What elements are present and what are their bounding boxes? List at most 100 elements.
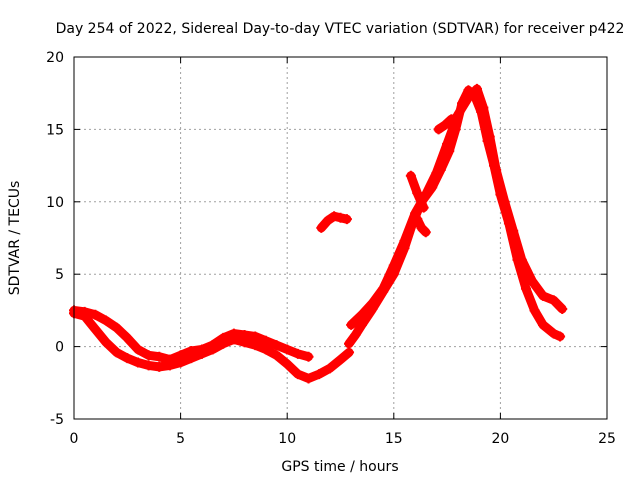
data-point [196,344,207,355]
y-tick-label: 15 [46,122,64,138]
data-point [100,315,111,326]
data-point [314,369,325,380]
data-point [324,363,335,374]
x-tick-label: 5 [176,431,185,447]
data-point [346,319,357,330]
x-tick-label: 20 [491,431,509,447]
data-point [548,328,559,339]
data-point [271,340,282,351]
series-track-c [316,211,352,233]
data-point [154,351,165,362]
data-point [439,120,450,131]
x-tick-label: 25 [598,431,616,447]
x-tick-label: 10 [278,431,296,447]
series-track-b [69,305,314,365]
data-series [69,83,568,384]
data-point [471,83,482,94]
y-tick-label: 0 [55,340,64,356]
data-point [122,353,133,364]
data-point [239,330,250,341]
data-point [367,298,378,309]
data-point [164,354,175,365]
data-point [412,188,423,199]
data-point [399,235,410,246]
data-point [529,305,540,316]
data-point [516,254,527,265]
series-track-g [412,214,431,238]
data-point [329,211,340,222]
data-point [478,102,489,113]
data-point [431,167,442,178]
data-point [520,283,531,294]
data-point [452,109,463,120]
data-point [292,369,303,380]
series-track-f [405,170,429,213]
data-point [282,358,293,369]
data-point [260,344,271,355]
x-tick-label: 0 [70,431,79,447]
data-point [250,340,261,351]
data-point [491,164,502,175]
y-axis-label: SDTVAR / TECUs [7,181,23,296]
data-point [555,331,566,342]
data-point [154,361,165,372]
data-point [228,328,239,339]
data-point [463,92,474,103]
data-point [90,309,101,320]
data-point [143,360,154,371]
x-axis-label: GPS time / hours [281,459,398,475]
data-point [335,354,346,365]
data-point [527,276,538,287]
data-point [250,331,261,342]
data-point [303,351,314,362]
data-point [538,319,549,330]
data-point [548,295,559,306]
data-point [356,319,367,330]
y-tick-label: 20 [46,50,64,66]
data-point [132,344,143,355]
data-point [356,309,367,320]
data-point [484,131,495,142]
series-track-h [433,114,457,135]
data-point [420,227,431,238]
data-point [344,347,355,358]
data-point [378,283,389,294]
data-point [207,340,218,351]
series-track-e [346,83,568,330]
data-point [557,303,568,314]
data-point [388,260,399,271]
chart-title: Day 254 of 2022, Sidereal Day-to-day VTE… [56,21,625,37]
data-point [260,335,271,346]
data-point [186,345,197,356]
data-point [344,338,355,349]
data-point [303,373,314,384]
data-point [79,306,90,317]
data-point [111,322,122,333]
data-point [132,357,143,368]
data-point [218,332,229,343]
data-point [442,138,453,149]
data-point [316,222,327,233]
axis-ticks: 0 5 10 15 20 25 -5 0 5 10 15 20 [46,50,616,447]
data-point [499,196,510,207]
data-point [538,290,549,301]
data-point [412,214,423,225]
data-point [322,215,333,226]
data-point [335,212,346,223]
y-tick-label: 10 [46,195,64,211]
data-point [433,124,444,135]
data-point [143,350,154,361]
plot-frame [73,56,608,420]
data-point [282,344,293,355]
x-tick-label: 15 [385,431,403,447]
y-tick-label: 5 [55,267,64,283]
data-point [292,348,303,359]
data-point [175,350,186,361]
data-point [508,225,519,236]
data-point [100,337,111,348]
data-point [341,214,352,225]
data-point [418,202,429,213]
data-point [350,330,361,341]
